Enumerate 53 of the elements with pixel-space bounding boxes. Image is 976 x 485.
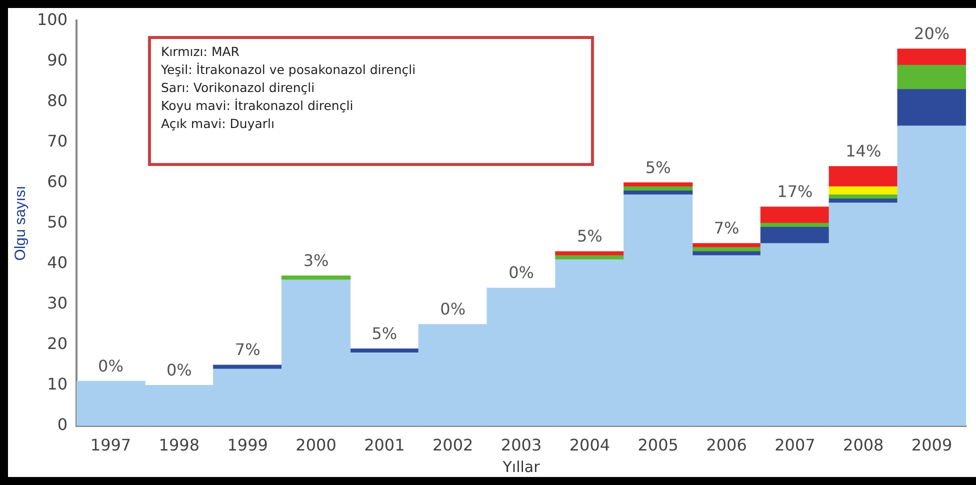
x-tick-label: 2007	[774, 436, 816, 455]
annotation: Koyu mavi: İtrakonazol dirençli	[161, 97, 354, 115]
annotation: Yeşil: İtrakonazol ve posakonazol dirençli	[161, 61, 417, 79]
bar	[555, 251, 624, 256]
y-tick-label: 10	[47, 374, 68, 394]
annotation: Açık mavi: Duyarlı	[161, 115, 276, 133]
y-tick-label: 100	[36, 10, 68, 29]
bar	[760, 206, 830, 224]
x-tick-label: 2005	[638, 436, 678, 455]
y-tick-label: 60	[47, 172, 68, 191]
annotation: Kırmızı: MAR	[161, 43, 240, 61]
y-tick-label: 30	[47, 293, 68, 312]
annotation: 5%	[576, 226, 602, 246]
bar	[828, 186, 898, 196]
x-tick-label: 1997	[90, 436, 132, 455]
y-axis-title: Olgu sayısı	[12, 186, 30, 261]
annotation: 5%	[645, 158, 671, 177]
bar	[897, 89, 966, 126]
annotation: 20%	[914, 24, 950, 44]
x-tick-label: 2006	[706, 436, 747, 455]
x-tick-label: 2000	[296, 436, 336, 455]
x-tick-label: 2002	[432, 436, 474, 455]
x-tick-label: 2004	[569, 436, 610, 455]
y-tick-label: 70	[47, 131, 68, 150]
x-tick-label: 2009	[911, 436, 952, 455]
bar	[760, 226, 830, 244]
annotation: 0%	[508, 263, 534, 282]
y-tick-label: 90	[47, 50, 68, 70]
annotation: 0%	[440, 300, 466, 319]
x-axis-title: Yıllar	[502, 458, 541, 476]
y-tick-label: 20	[47, 334, 68, 353]
annotation: 0%	[166, 360, 192, 380]
x-tick-label: 1999	[227, 436, 268, 455]
annotation: 3%	[303, 251, 329, 270]
bar	[692, 251, 762, 256]
y-tick-label: 80	[47, 90, 68, 110]
annotation: 7%	[714, 218, 740, 238]
x-tick-label: 2008	[843, 436, 884, 455]
y-tick-label: 0	[57, 414, 68, 434]
annotation: 5%	[372, 324, 398, 343]
y-tick-label: 40	[47, 252, 68, 272]
y-tick-label: 50	[47, 212, 68, 232]
bar	[828, 166, 898, 188]
bar	[897, 64, 966, 90]
bar	[897, 48, 966, 66]
x-tick-label: 2001	[364, 436, 405, 455]
annotation: 0%	[98, 356, 124, 376]
x-tick-label: 1998	[158, 436, 200, 455]
annotation: 14%	[846, 142, 882, 161]
annotation: 7%	[234, 340, 260, 360]
x-tick-label: 2003	[500, 436, 542, 455]
annotation: 17%	[777, 182, 813, 202]
annotation: Sarı: Vorikonazol dirençli	[161, 79, 316, 97]
